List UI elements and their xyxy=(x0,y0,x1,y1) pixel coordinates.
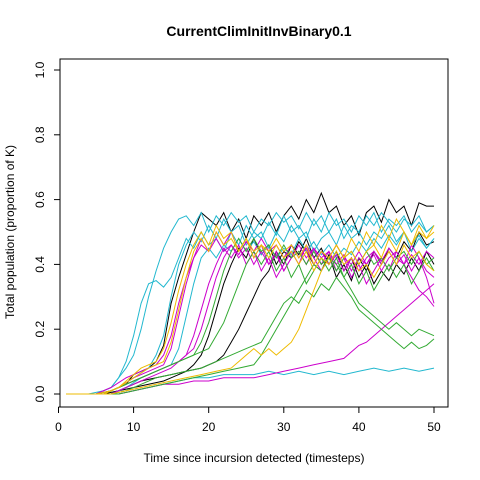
y-tick-label: 0.8 xyxy=(33,126,47,143)
x-tick-label: 10 xyxy=(127,420,141,434)
y-axis: 0.0 0.2 0.4 0.6 0.8 1.0 xyxy=(33,61,61,402)
series-line-20 xyxy=(66,230,435,395)
series-line-16 xyxy=(66,257,435,395)
series-line-11 xyxy=(66,283,435,395)
series-line-19 xyxy=(66,217,435,395)
x-tick-label: 40 xyxy=(352,420,366,434)
x-tick-label: 50 xyxy=(427,420,441,434)
series-line-17 xyxy=(66,237,435,395)
series-line-1 xyxy=(66,191,434,395)
chart-title: CurrentClimInitInvBinary0.1 xyxy=(166,23,351,39)
y-tick-label: 0.0 xyxy=(33,385,47,402)
series-line-15 xyxy=(66,276,435,395)
y-tick-label: 0.2 xyxy=(33,321,47,338)
plot-frame xyxy=(59,58,449,408)
x-tick-label: 30 xyxy=(277,420,291,434)
y-axis-label: Total population (proportion of K) xyxy=(3,145,17,319)
series-line-7 xyxy=(66,211,435,395)
series-line-4 xyxy=(66,211,435,395)
series-line-8 xyxy=(66,231,435,395)
x-axis-label: Time since incursion detected (timesteps… xyxy=(144,451,365,465)
series-line-18 xyxy=(66,224,435,395)
series-layer xyxy=(66,191,435,395)
x-tick-label: 20 xyxy=(202,420,216,434)
y-tick-label: 1.0 xyxy=(33,61,47,78)
x-axis: 0 10 20 30 40 50 xyxy=(55,406,441,434)
x-tick-label: 0 xyxy=(55,420,62,434)
series-line-9 xyxy=(66,237,435,395)
y-tick-label: 0.4 xyxy=(33,256,47,273)
y-tick-label: 0.6 xyxy=(33,191,47,208)
